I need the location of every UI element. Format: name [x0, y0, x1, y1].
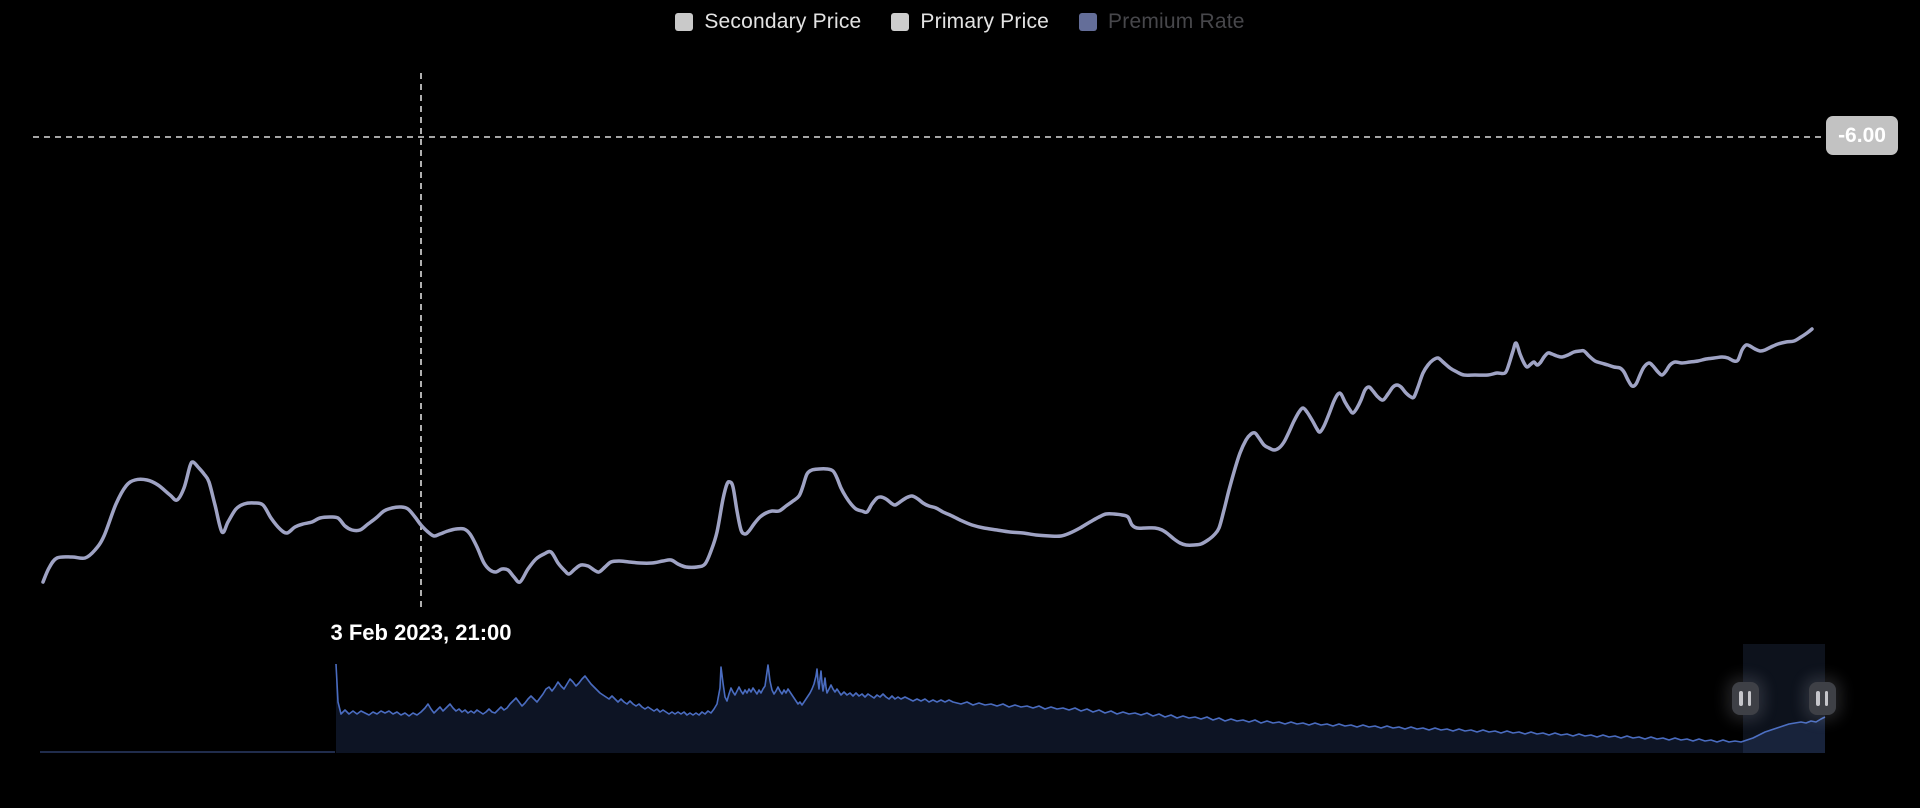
crosshair-date-label: 3 Feb 2023, 21:00 — [330, 620, 512, 645]
legend-swatch-icon — [891, 13, 910, 31]
navigator-right-handle[interactable] — [1808, 682, 1836, 715]
legend-label: Premium Rate — [1108, 10, 1245, 33]
pause-icon — [1824, 691, 1828, 706]
navigator-line — [335, 663, 1826, 743]
chart-legend: Secondary Price Primary Price Premium Rate — [0, 8, 1920, 36]
navigator-left-handle[interactable] — [1731, 682, 1759, 715]
navigator-area — [336, 664, 1825, 753]
pause-icon — [1816, 691, 1820, 706]
legend-label: Primary Price — [920, 10, 1050, 33]
price-line — [41, 327, 1814, 584]
legend-swatch-icon — [675, 13, 694, 31]
crosshair-value-badge: -6.00 — [1826, 116, 1898, 155]
legend-label: Secondary Price — [704, 10, 862, 33]
pause-icon — [1739, 691, 1743, 706]
legend-item-premium-rate[interactable]: Premium Rate — [1079, 10, 1245, 34]
pause-icon — [1747, 691, 1751, 706]
legend-item-secondary-price[interactable]: Secondary Price — [675, 10, 861, 34]
legend-swatch-icon — [1079, 13, 1098, 31]
crosshair-layer — [33, 73, 1823, 609]
navigator-layer[interactable] — [40, 644, 1826, 753]
legend-item-primary-price[interactable]: Primary Price — [891, 10, 1049, 34]
